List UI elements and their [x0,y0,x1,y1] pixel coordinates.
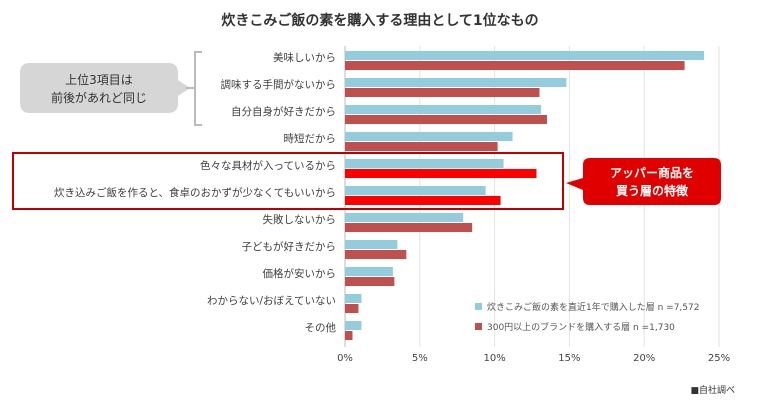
bar-series-1 [345,223,473,232]
category-label: 美味しいから [273,51,336,64]
right-callout-line2: 買う層の特徴 [616,183,689,198]
bar-series-0 [345,132,513,141]
left-callout-line2: 前後があれど同じ [51,90,147,105]
x-tick-label: 25% [708,353,730,364]
bracket [186,51,202,126]
category-label: 時短だから [284,132,337,145]
bar-series-1 [345,88,540,97]
legend-label-1: 300円以上のブランドを購入する層 n =1,730 [487,321,675,333]
x-tick-label: 10% [483,353,505,364]
bar-series-0 [345,294,362,303]
category-label: 価格が安いから [263,267,337,280]
bar-series-1 [345,277,395,286]
x-tick-label: 5% [412,353,428,364]
bar-series-1 [345,331,353,340]
x-tick-label: 20% [633,353,655,364]
bar-series-0 [345,213,464,222]
bar-series-1 [345,142,498,151]
category-label: 調味する手間がないから [221,78,337,91]
bar-series-0 [345,321,362,330]
bar-series-1 [345,196,501,205]
bar-series-1 [345,304,359,313]
legend-swatch-0 [475,303,482,310]
category-label: 自分自身が好きだから [231,105,336,118]
category-label: わからない/おぼえていない [207,295,336,307]
legend-label-0: 炊きこみご飯の素を直近1年で購入した層 n =7,572 [487,301,699,313]
legend-swatch-1 [475,323,482,330]
bar-series-0 [345,186,486,195]
bar-series-0 [345,240,398,249]
category-label: その他 [305,321,337,334]
category-label: 子どもが好きだから [242,240,337,253]
legend: 炊きこみご飯の素を直近1年で購入した層 n =7,572 300円以上のブランド… [475,301,699,333]
right-callout-line1: アッパー商品を [610,165,694,180]
bar-series-1 [345,169,537,178]
bar-series-0 [345,105,541,114]
bar-series-0 [345,51,705,60]
bar-series-1 [345,250,407,259]
bar-series-0 [345,78,567,87]
bar-series-0 [345,267,393,276]
highlight-box [12,152,564,210]
left-callout: 上位3項目は 前後があれど同じ [20,51,202,126]
x-tick-label: 15% [558,353,580,364]
source-note: ■自社調べ [690,384,735,396]
left-callout-line1: 上位3項目は [65,72,133,87]
chart-title: 炊きこみご飯の素を購入する理由として1位なもの [221,12,538,29]
right-callout: アッパー商品を 買う層の特徴 [566,158,721,205]
x-tick-label: 0% [337,353,353,364]
bar-series-0 [345,159,504,168]
category-label: 炊き込みご飯を作ると、食卓のおかずが少なくてもいいから [54,186,336,199]
category-label: 失敗しないから [263,213,337,226]
bar-series-1 [345,115,547,124]
category-label: 色々な具材が入っているから [200,159,336,172]
bar-series-1 [345,61,685,70]
